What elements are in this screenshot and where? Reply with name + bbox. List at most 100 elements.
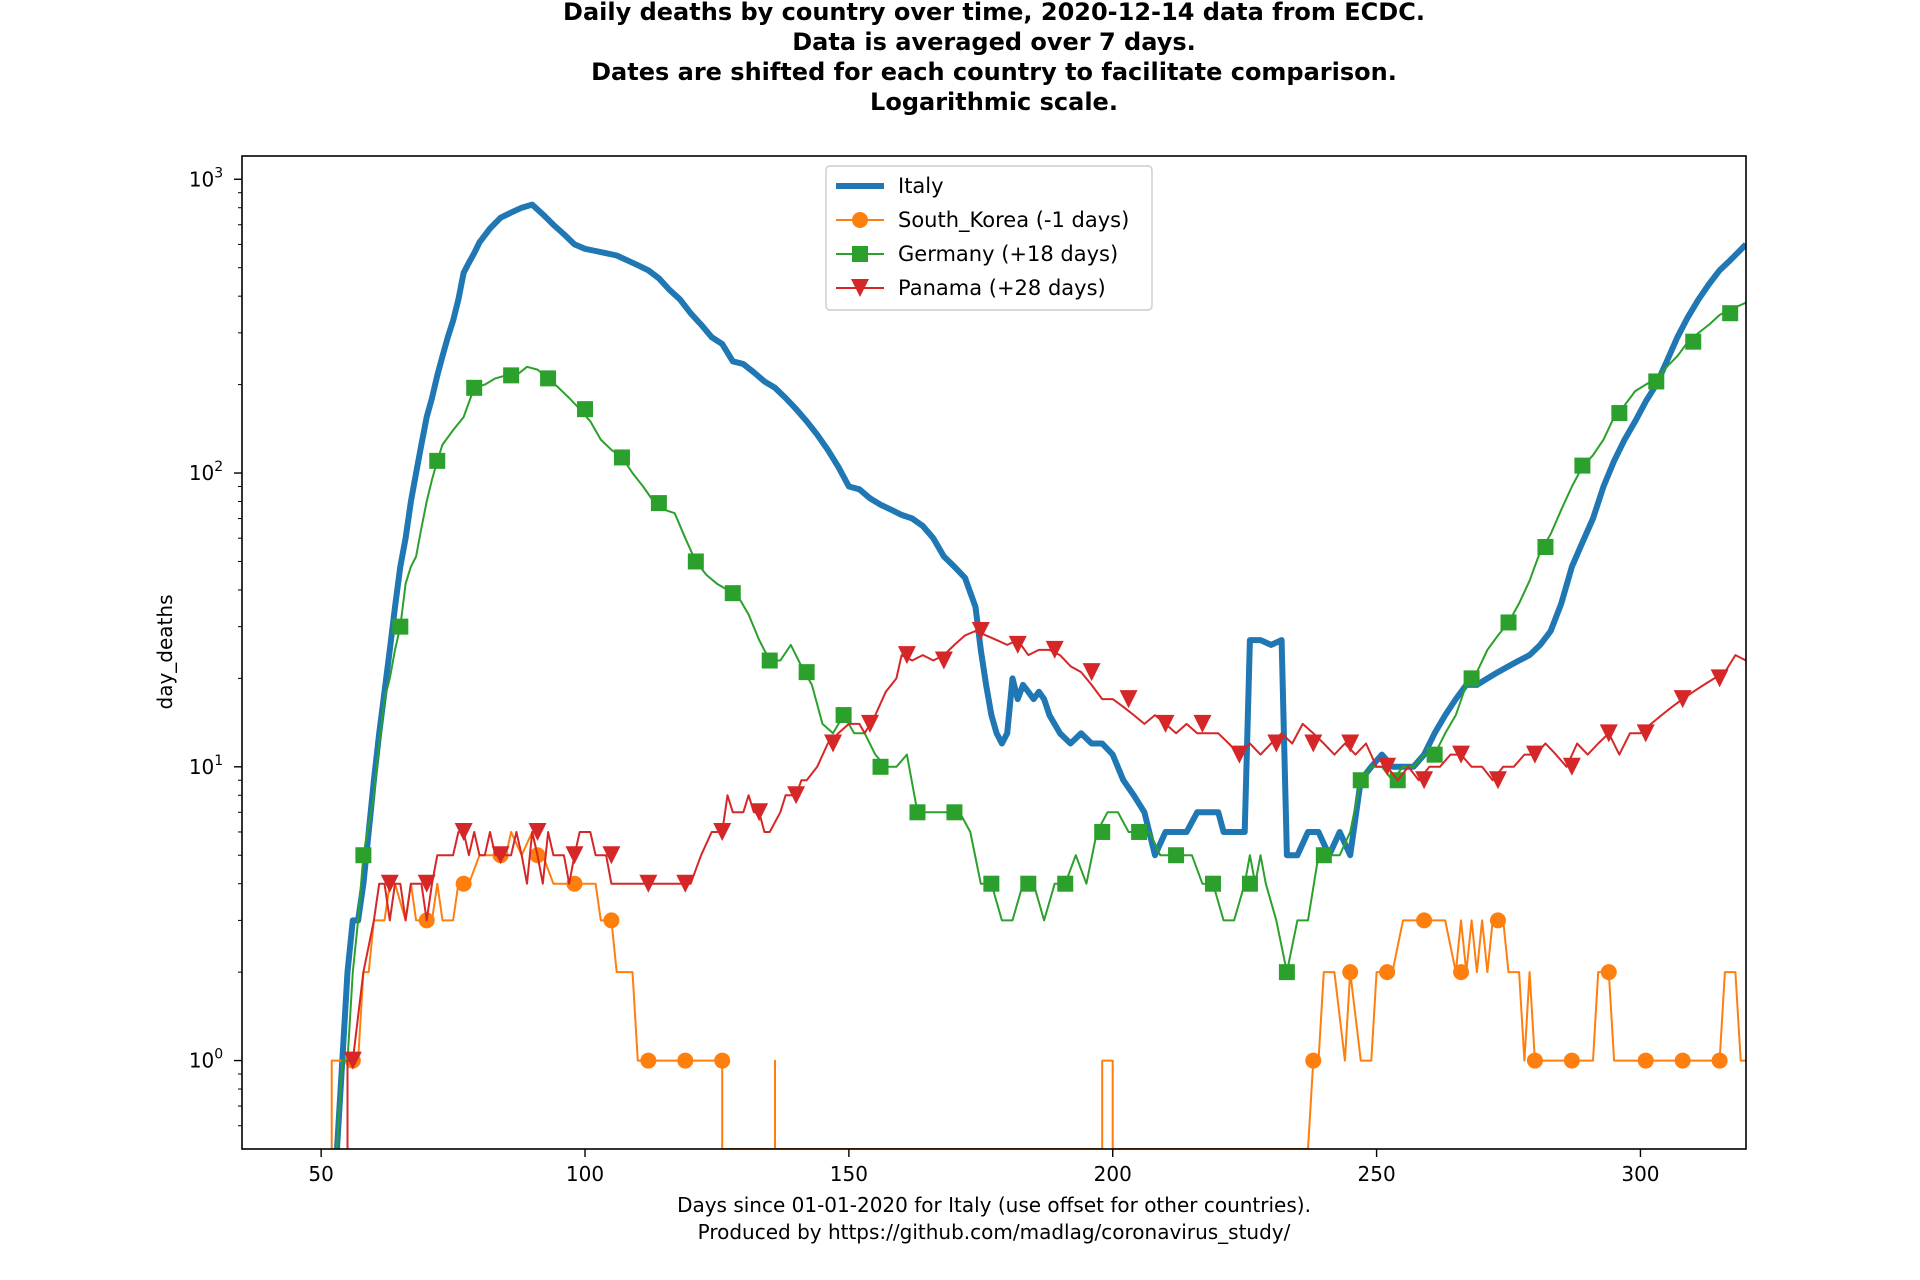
data-point bbox=[761, 652, 778, 669]
legend-box bbox=[825, 165, 1153, 311]
data-point bbox=[714, 1052, 731, 1069]
data-point bbox=[872, 758, 889, 775]
data-point bbox=[1094, 823, 1111, 840]
legend-label: South_Korea (-1 days) bbox=[898, 208, 1129, 233]
data-point bbox=[650, 495, 667, 512]
y-tick-label: 103 bbox=[189, 165, 223, 191]
data-point bbox=[455, 875, 472, 892]
data-point bbox=[491, 846, 510, 865]
series-line bbox=[334, 201, 1746, 1149]
data-point bbox=[1241, 875, 1258, 892]
data-point bbox=[355, 847, 372, 864]
data-point bbox=[1379, 964, 1396, 981]
data-point bbox=[934, 651, 953, 670]
data-point bbox=[1562, 757, 1581, 776]
data-point bbox=[602, 846, 621, 865]
data-point bbox=[724, 585, 741, 602]
data-point bbox=[1267, 734, 1286, 753]
data-point bbox=[835, 707, 852, 724]
chart-title-line: Data is averaged over 7 days. bbox=[792, 28, 1196, 56]
data-point bbox=[1230, 745, 1249, 764]
data-point bbox=[1453, 964, 1470, 981]
data-point bbox=[677, 1052, 694, 1069]
legend-label: Italy bbox=[898, 174, 944, 198]
legend-item: Panama (+28 days) bbox=[836, 276, 1106, 300]
data-point bbox=[1489, 912, 1506, 929]
data-point bbox=[852, 212, 868, 228]
data-point bbox=[1415, 771, 1434, 790]
x-axis: 50 100 150 200 250 300 bbox=[308, 1149, 1660, 1186]
data-point bbox=[1426, 746, 1443, 763]
data-point bbox=[1563, 1052, 1580, 1069]
y-tick-base: 10 bbox=[189, 167, 214, 191]
data-point bbox=[1500, 614, 1517, 631]
data-point bbox=[1600, 964, 1617, 981]
data-point bbox=[1315, 847, 1332, 864]
data-point bbox=[1119, 690, 1138, 709]
data-point bbox=[750, 803, 769, 822]
data-point bbox=[1131, 823, 1148, 840]
data-point bbox=[824, 734, 843, 753]
data-point bbox=[1526, 1052, 1543, 1069]
data-point bbox=[429, 452, 446, 469]
data-point bbox=[565, 846, 584, 865]
data-point bbox=[1525, 745, 1544, 764]
data-point bbox=[1711, 1052, 1728, 1069]
series-line bbox=[336, 301, 1746, 1149]
data-point bbox=[897, 646, 916, 665]
chart-title-line: Daily deaths by country over time, 2020-… bbox=[563, 0, 1425, 26]
x-tick-label: 250 bbox=[1358, 1162, 1396, 1186]
data-point bbox=[852, 246, 868, 262]
series-layer bbox=[330, 201, 1746, 1149]
data-point bbox=[528, 822, 547, 841]
data-point bbox=[851, 279, 869, 297]
data-point bbox=[1156, 714, 1175, 733]
data-point bbox=[1168, 847, 1185, 864]
data-point bbox=[639, 874, 658, 893]
x-tick-label: 100 bbox=[566, 1162, 604, 1186]
y-tick-base: 10 bbox=[189, 461, 214, 485]
chart-title-line: Logarithmic scale. bbox=[870, 88, 1118, 116]
data-point bbox=[613, 449, 630, 466]
data-point bbox=[380, 874, 399, 893]
data-point bbox=[1673, 690, 1692, 709]
y-tick-exponent: 3 bbox=[214, 165, 223, 181]
data-point bbox=[1342, 964, 1359, 981]
data-point bbox=[1722, 305, 1739, 322]
data-point bbox=[417, 874, 436, 893]
data-point bbox=[503, 367, 520, 384]
data-point bbox=[343, 1051, 362, 1070]
data-point bbox=[1341, 734, 1360, 753]
data-point bbox=[1636, 724, 1655, 743]
data-point bbox=[983, 875, 1000, 892]
x-axis-label-line: Produced by https://github.com/madlag/co… bbox=[698, 1220, 1291, 1244]
series-germany bbox=[336, 301, 1746, 1149]
y-tick-exponent: 0 bbox=[214, 1047, 223, 1063]
data-point bbox=[860, 714, 879, 733]
x-tick-label: 50 bbox=[308, 1162, 333, 1186]
x-axis-label: Days since 01-01-2020 for Italy (use off… bbox=[677, 1193, 1311, 1244]
data-point bbox=[1352, 772, 1369, 789]
y-axis-label: day_deaths bbox=[153, 595, 177, 710]
data-point bbox=[640, 1052, 657, 1069]
data-point bbox=[909, 804, 926, 821]
data-point bbox=[1278, 964, 1295, 981]
data-point bbox=[1611, 405, 1628, 422]
series-panama bbox=[343, 621, 1746, 1149]
legend-item: Germany (+18 days) bbox=[836, 242, 1118, 266]
x-tick-label: 200 bbox=[1094, 1162, 1132, 1186]
y-tick-label: 100 bbox=[189, 1047, 223, 1073]
series-south_korea bbox=[330, 831, 1746, 1149]
data-point bbox=[1082, 663, 1101, 682]
data-point bbox=[1488, 771, 1507, 790]
data-point bbox=[1648, 373, 1665, 390]
data-point bbox=[676, 874, 695, 893]
data-point bbox=[798, 664, 815, 681]
chart-title-line: Dates are shifted for each country to fa… bbox=[591, 58, 1397, 86]
legend-label: Germany (+18 days) bbox=[898, 242, 1118, 266]
data-point bbox=[1008, 635, 1027, 654]
data-point bbox=[971, 621, 990, 640]
data-point bbox=[577, 401, 594, 418]
data-point bbox=[1020, 875, 1037, 892]
